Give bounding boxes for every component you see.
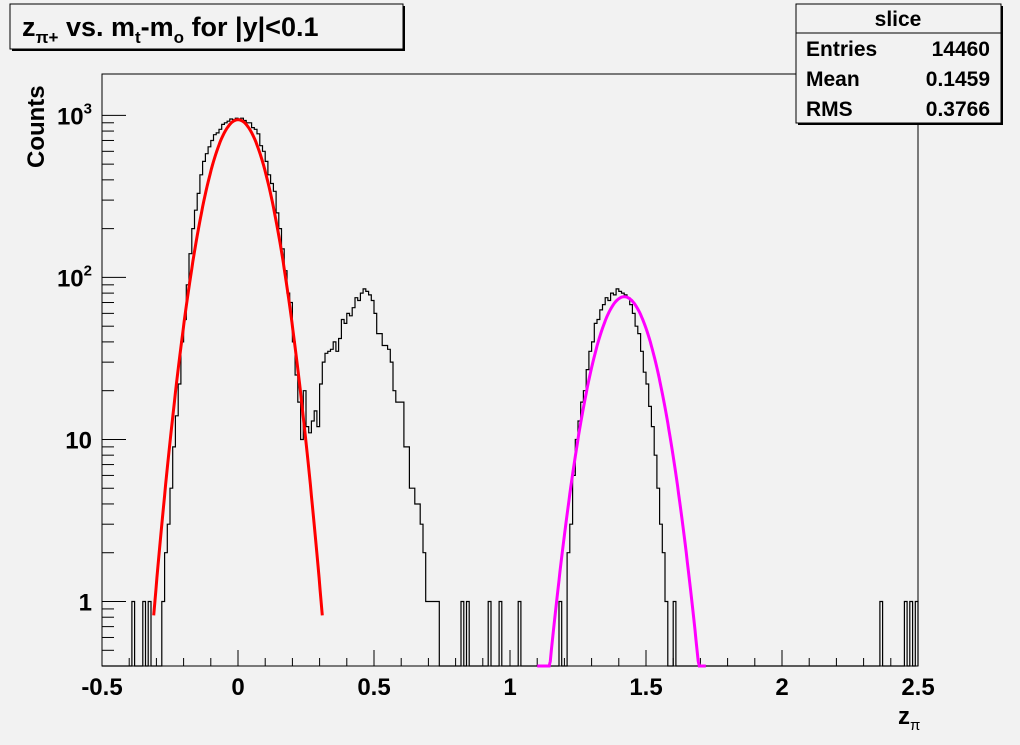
x-tick-label: 2 (775, 674, 788, 701)
gaussian-fit-red (152, 118, 324, 616)
x-tick-label: 0.5 (357, 674, 390, 701)
y-tick-label: 103 (57, 100, 92, 130)
chart-series (102, 117, 919, 668)
stats-label-rms: RMS (806, 98, 853, 121)
stats-box: slice Entries 14460 Mean 0.1459 RMS 0.37… (795, 3, 1003, 125)
x-tick-label: -0.5 (81, 674, 122, 701)
stats-value-entries: 14460 (932, 38, 990, 61)
gaussian-fit-magenta (537, 295, 706, 668)
stats-value-rms: 0.3766 (926, 98, 990, 121)
histogram-series (102, 117, 919, 667)
stats-value-mean: 0.1459 (926, 68, 990, 91)
stats-title: slice (875, 8, 922, 31)
x-axis-title: zπ (898, 703, 920, 734)
x-tick-label: 2.5 (901, 674, 934, 701)
y-tick-label: 1 (79, 590, 92, 617)
y-tick-label: 10 (65, 427, 92, 454)
y-tick-label: 102 (57, 262, 92, 292)
x-tick-label: 0 (231, 674, 244, 701)
y-axis-title: Counts (23, 85, 50, 168)
x-tick-label: 1.5 (629, 674, 662, 701)
chart-title: zπ+ vs. mt-mo for |y|<0.1 (22, 12, 318, 47)
stats-label-mean: Mean (806, 68, 860, 91)
title-box: zπ+ vs. mt-mo for |y|<0.1 (9, 3, 405, 51)
x-axis-title-sub: π (910, 717, 920, 734)
plot-frame (101, 73, 919, 667)
x-tick-label: 1 (503, 674, 516, 701)
axis-ticks: -0.5 0 0.5 1 1.5 2 2.5 1 10 102 103 (57, 100, 935, 701)
stats-label-entries: Entries (806, 38, 877, 61)
